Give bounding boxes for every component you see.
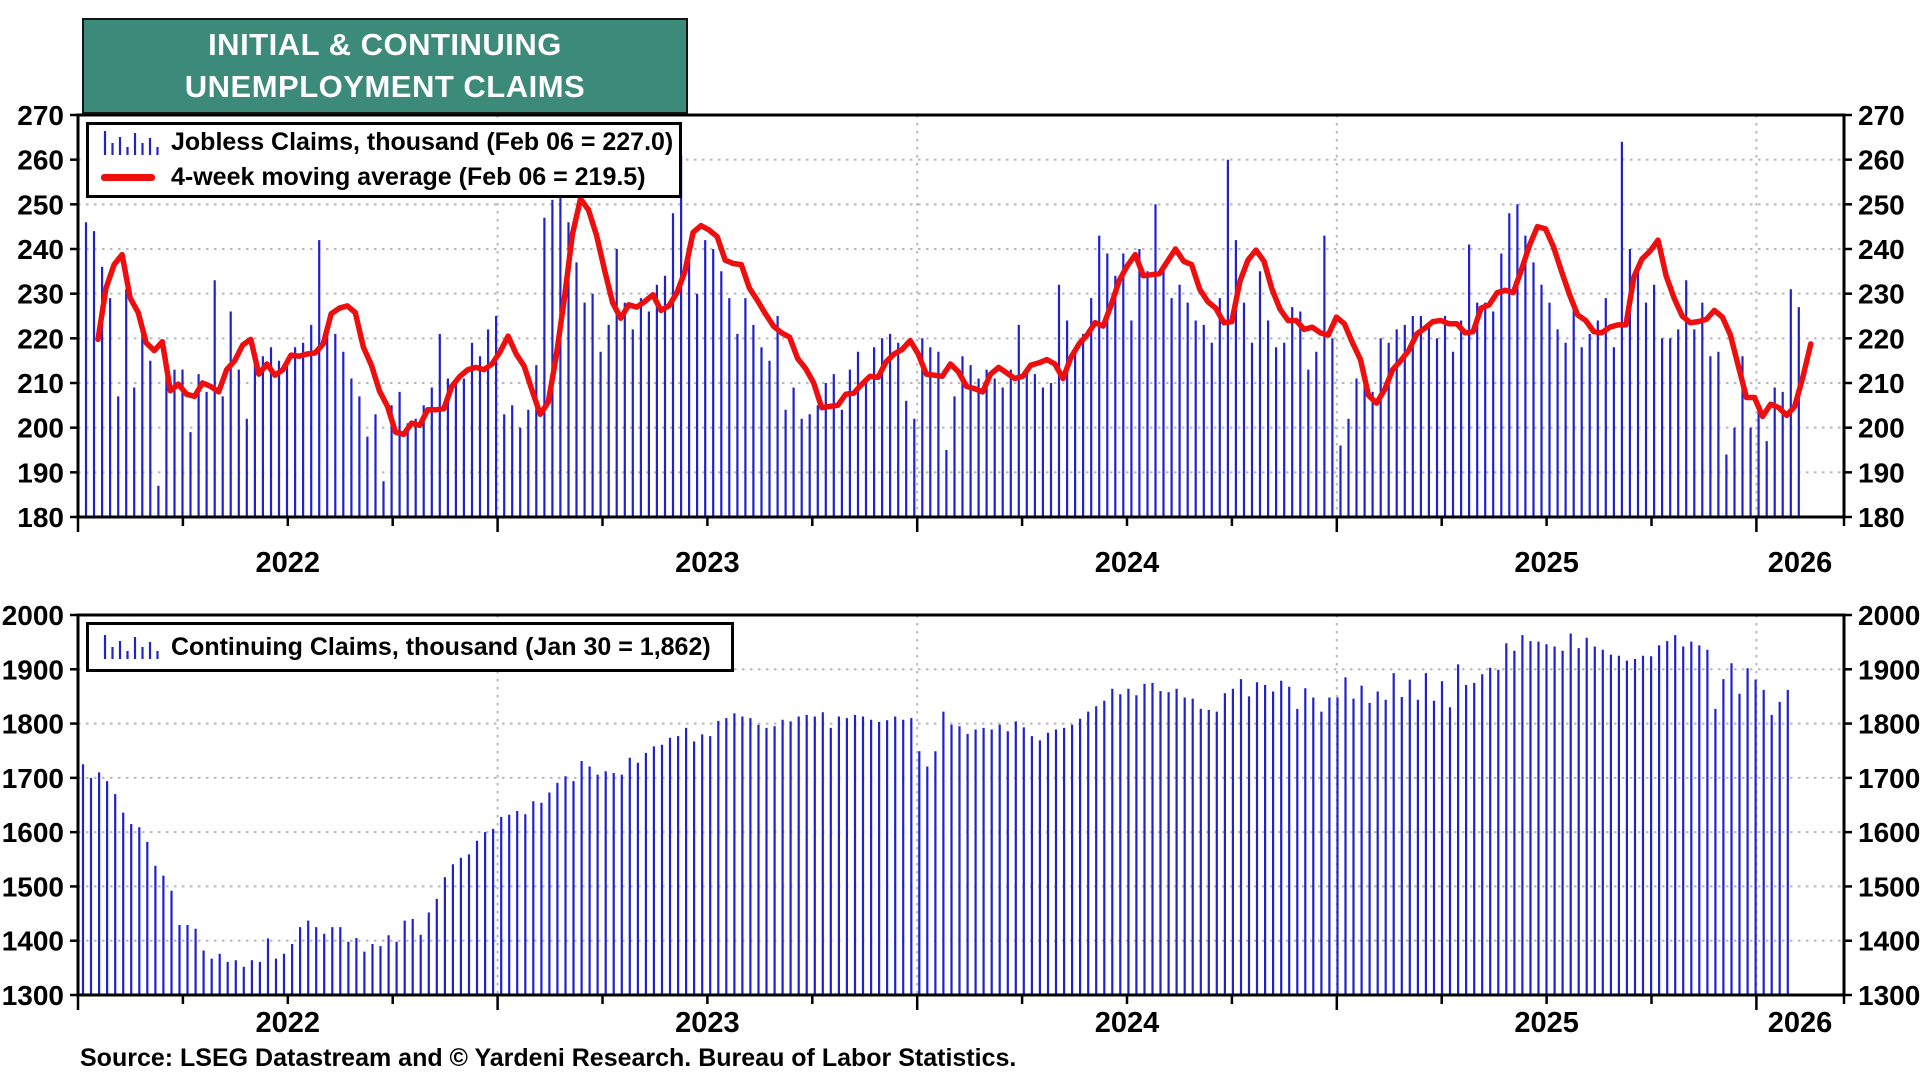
ylabel-right-210: 210	[1858, 368, 1905, 399]
continuing-claims-bars	[81, 633, 1789, 994]
ylabel-right-220: 220	[1858, 323, 1905, 354]
initial-claims-bars	[84, 141, 1800, 516]
ylabel-left-240: 240	[17, 234, 64, 265]
blue-bars-icon	[101, 129, 171, 157]
xlabel-year-2023: 2023	[675, 1007, 740, 1039]
ylabel-left-270: 270	[17, 100, 64, 131]
blue-bars-icon	[101, 633, 171, 661]
ylabel-left-1900: 1900	[2, 654, 64, 685]
source-attribution: Source: LSEG Datastream and © Yardeni Re…	[80, 1044, 1017, 1072]
ylabel-right-1700: 1700	[1858, 763, 1920, 794]
legend-row-jobless-claims: Jobless Claims, thousand (Feb 06 = 227.0…	[101, 125, 679, 160]
continuing-claims-plot: 1300 1300 1400 1400 1500 1500 1600 1600 1700 1700…	[2, 600, 1920, 1039]
ylabel-right-270: 270	[1858, 100, 1905, 131]
legend-row-continuing-claims: Continuing Claims, thousand (Jan 30 = 1,…	[101, 629, 731, 665]
continuing-claims-legend-label: Continuing Claims, thousand (Jan 30 = 1,…	[171, 632, 711, 661]
ylabel-left-180: 180	[17, 502, 64, 533]
ylabel-left-1300: 1300	[2, 980, 64, 1011]
ylabel-left-1800: 1800	[2, 709, 64, 740]
ylabel-right-1900: 1900	[1858, 654, 1920, 685]
xlabel-year-2022: 2022	[256, 547, 321, 579]
xlabel-year-2026: 2026	[1768, 1007, 1833, 1039]
xlabel-year-2023: 2023	[675, 547, 740, 579]
ylabel-left-190: 190	[17, 457, 64, 488]
ylabel-right-230: 230	[1858, 279, 1905, 310]
ylabel-right-1600: 1600	[1858, 817, 1920, 848]
ylabel-right-190: 190	[1858, 457, 1905, 488]
ylabel-left-220: 220	[17, 323, 64, 354]
ylabel-left-1400: 1400	[2, 926, 64, 957]
xlabel-year-2024: 2024	[1095, 1007, 1160, 1039]
chart-title-box: INITIAL & CONTINUING UNEMPLOYMENT CLAIMS	[82, 18, 688, 114]
ylabel-right-180: 180	[1858, 502, 1905, 533]
xlabel-year-2024: 2024	[1095, 547, 1160, 579]
ylabel-right-1800: 1800	[1858, 709, 1920, 740]
ylabel-right-1300: 1300	[1858, 980, 1920, 1011]
continuing-claims-legend: Continuing Claims, thousand (Jan 30 = 1,…	[86, 622, 734, 672]
ylabel-left-230: 230	[17, 279, 64, 310]
ylabel-right-240: 240	[1858, 234, 1905, 265]
ylabel-right-250: 250	[1858, 189, 1905, 220]
ylabel-right-260: 260	[1858, 145, 1905, 176]
ylabel-left-1600: 1600	[2, 817, 64, 848]
legend-row-moving-average: 4-week moving average (Feb 06 = 219.5)	[101, 160, 679, 195]
initial-claims-legend: Jobless Claims, thousand (Feb 06 = 227.0…	[86, 122, 682, 198]
ylabel-left-1700: 1700	[2, 763, 64, 794]
ylabel-left-260: 260	[17, 145, 64, 176]
ylabel-right-1400: 1400	[1858, 926, 1920, 957]
ylabel-left-250: 250	[17, 189, 64, 220]
ylabel-right-1500: 1500	[1858, 871, 1920, 902]
xlabel-year-2025: 2025	[1514, 1007, 1579, 1039]
ylabel-right-200: 200	[1858, 413, 1905, 444]
ylabel-left-2000: 2000	[2, 600, 64, 631]
initial-claims-plot: 180 180 190 190 200 200 210 210 220 220 230 230 240 2…	[17, 100, 1904, 579]
chart-title-line2: UNEMPLOYMENT CLAIMS	[184, 69, 586, 104]
chart-title-line1: INITIAL & CONTINUING	[208, 27, 562, 62]
moving-average-line	[95, 196, 1814, 438]
jobless-claims-legend-label: Jobless Claims, thousand (Feb 06 = 227.0…	[171, 128, 674, 156]
ylabel-left-1500: 1500	[2, 871, 64, 902]
initial-claims-frame	[76, 113, 1846, 519]
moving-average-legend-label: 4-week moving average (Feb 06 = 219.5)	[171, 163, 646, 191]
xlabel-year-2026: 2026	[1768, 547, 1833, 579]
xlabel-year-2022: 2022	[256, 1007, 321, 1039]
red-line-icon	[101, 174, 171, 181]
ylabel-left-210: 210	[17, 368, 64, 399]
ylabel-right-2000: 2000	[1858, 600, 1920, 631]
ylabel-left-200: 200	[17, 413, 64, 444]
continuing-claims-frame	[76, 613, 1846, 997]
xlabel-year-2025: 2025	[1514, 547, 1579, 579]
